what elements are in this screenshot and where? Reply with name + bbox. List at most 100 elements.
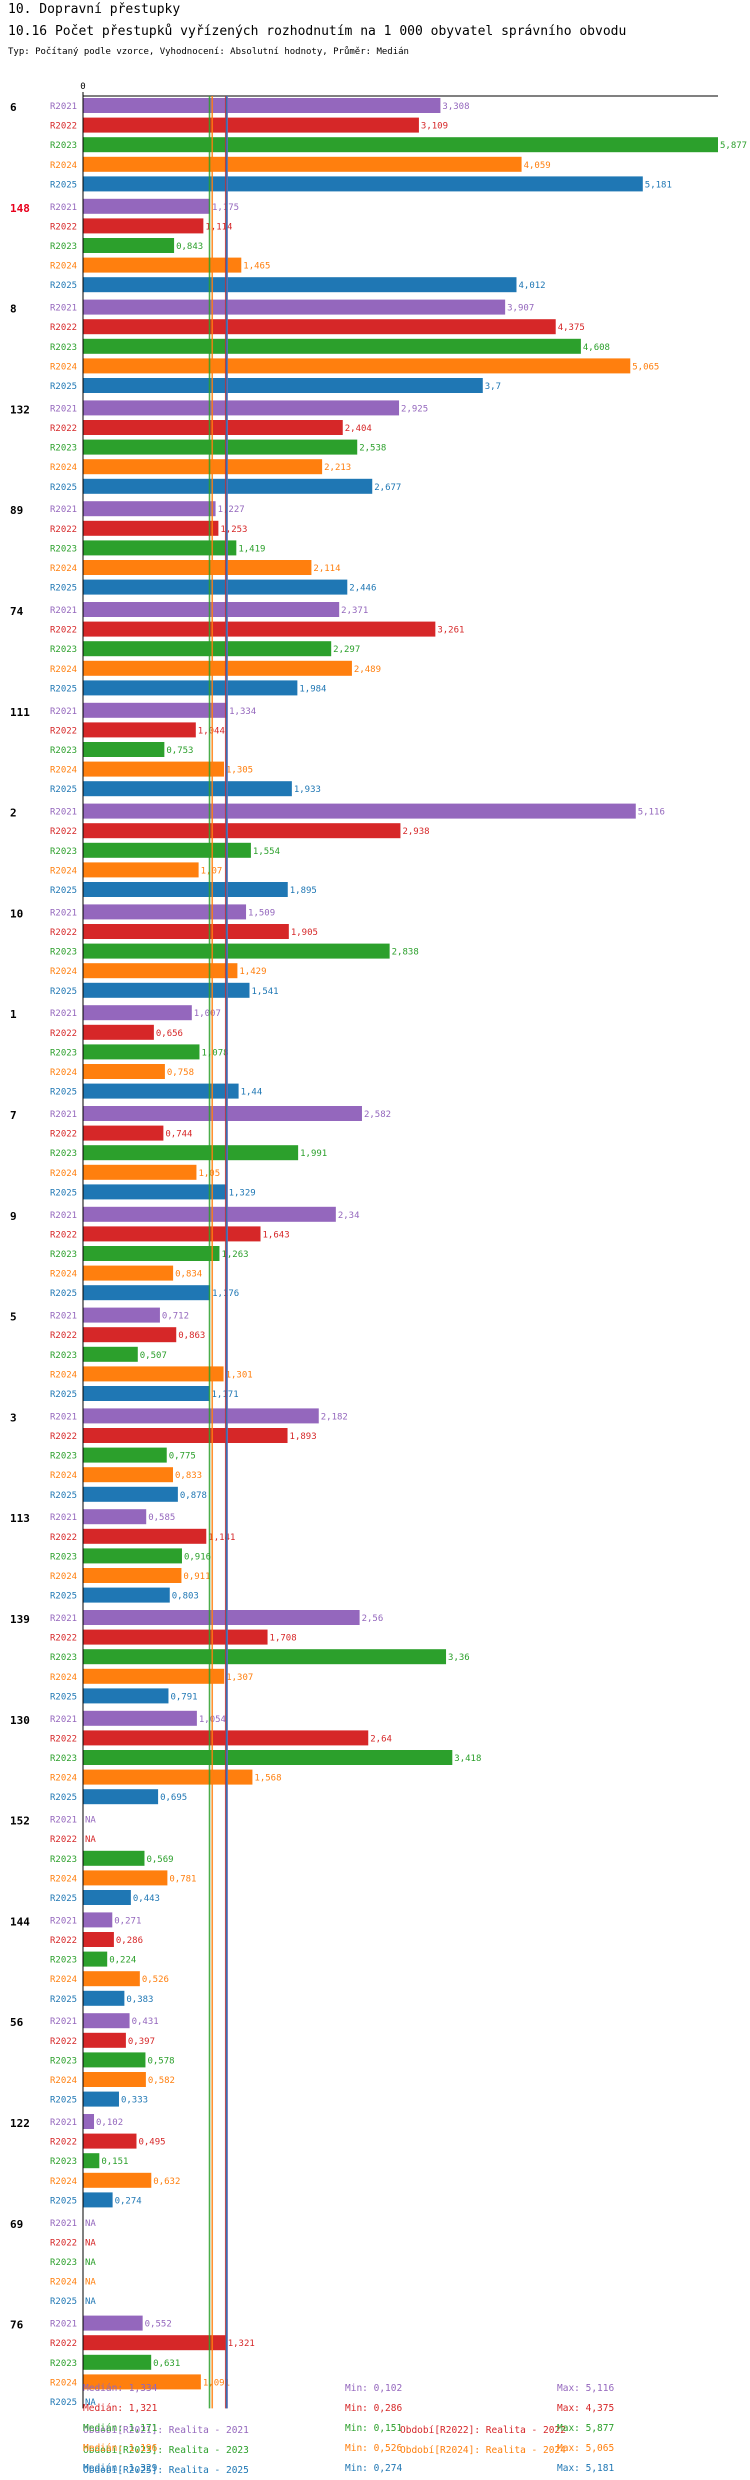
- group-label: 5: [10, 1311, 17, 1324]
- value-label: 3,308: [442, 102, 469, 112]
- value-label: 1,991: [300, 1149, 327, 1159]
- series-label: R2025: [50, 684, 77, 694]
- series-label: R2025: [50, 1894, 77, 1904]
- group-label: 130: [10, 1714, 30, 1727]
- value-label: 1,895: [290, 886, 317, 896]
- value-label: 4,059: [524, 161, 551, 171]
- value-label: 2,838: [392, 948, 419, 958]
- series-label: R2022: [50, 2238, 77, 2248]
- value-label: 2,677: [374, 483, 401, 493]
- bar: [83, 862, 199, 878]
- series-label: R2021: [50, 2017, 77, 2027]
- value-label: 0,753: [166, 746, 193, 756]
- value-label: 0,712: [162, 1312, 189, 1322]
- series-label: R2022: [50, 1835, 77, 1845]
- bar-chart: 0 6 R2021 3,308 R2022 3,109 R2023 5,877 R2024 4,0…: [10, 82, 747, 2409]
- value-label: 1,509: [248, 908, 275, 918]
- legend-item-r2021: Období[R2021]: Realita - 2021: [83, 2425, 249, 2436]
- series-label: R2021: [50, 203, 77, 213]
- value-label: 0,151: [101, 2157, 128, 2167]
- value-label: 4,012: [518, 281, 545, 291]
- series-label: R2022: [50, 1533, 77, 1543]
- series-label: R2024: [50, 665, 77, 675]
- bar: [83, 2153, 100, 2169]
- series-label: R2025: [50, 1995, 77, 2005]
- value-label: 2,34: [338, 1211, 360, 1221]
- series-label: R2024: [50, 1068, 77, 1078]
- bar: [83, 2052, 146, 2068]
- series-label: R2024: [50, 1572, 77, 1582]
- stat-median: Medián: 1,329: [83, 2463, 158, 2474]
- bar: [83, 257, 242, 273]
- series-label: R2023: [50, 948, 77, 958]
- series-label: R2023: [50, 1956, 77, 1966]
- series-label: R2021: [50, 1816, 77, 1826]
- series-label: R2023: [50, 343, 77, 353]
- value-label: NA: [85, 2219, 96, 2229]
- bar: [83, 137, 718, 153]
- bar: [83, 1890, 131, 1905]
- chart-subtitle: Typ: Počítaný podle vzorce, Vyhodnocení:…: [8, 47, 409, 57]
- value-label: 5,116: [638, 808, 665, 818]
- series-label: R2021: [50, 1009, 77, 1019]
- bar: [83, 520, 219, 536]
- value-label: 0,383: [126, 1995, 153, 2005]
- series-label: R2024: [50, 463, 77, 473]
- stat-row-r2022: Medián: 1,321 Min: 0,286 Max: 4,375: [0, 2403, 750, 2417]
- stat-min: Min: 0,274: [345, 2463, 403, 2474]
- value-label: 1,114: [205, 222, 232, 232]
- series-label: R2025: [50, 1491, 77, 1501]
- value-label: 3,36: [448, 1653, 470, 1663]
- series-label: R2022: [50, 626, 77, 636]
- series-label: R2021: [50, 1715, 77, 1725]
- stat-row-r2021: Medián: 1,334 Min: 0,102 Max: 5,116: [0, 2383, 750, 2397]
- value-label: 3,7: [485, 382, 501, 392]
- value-label: 0,526: [142, 1975, 169, 1985]
- value-label: 2,182: [321, 1412, 348, 1422]
- bar: [83, 540, 237, 556]
- value-label: NA: [85, 2297, 96, 2307]
- value-label: 0,333: [121, 2096, 148, 2106]
- value-label: 0,224: [109, 1956, 136, 1966]
- value-label: 3,261: [437, 626, 464, 636]
- bar: [83, 1912, 113, 1928]
- value-label: 4,375: [558, 323, 585, 333]
- bar: [83, 501, 216, 517]
- series-label: R2024: [50, 1169, 77, 1179]
- value-label: 2,56: [362, 1614, 384, 1624]
- group-label: 111: [10, 706, 30, 719]
- bar: [83, 963, 238, 979]
- series-label: R2024: [50, 2278, 77, 2288]
- bar: [83, 579, 348, 595]
- bar: [83, 602, 340, 617]
- bar: [83, 2315, 143, 2331]
- bar: [83, 1005, 192, 1021]
- series-label: R2023: [50, 1048, 77, 1058]
- value-label: 1,568: [254, 1774, 281, 1784]
- series-label: R2021: [50, 1110, 77, 1120]
- value-label: 0,102: [96, 2118, 123, 2128]
- bar: [83, 1366, 224, 1382]
- value-label: 2,371: [341, 606, 368, 616]
- value-label: 0,578: [147, 2056, 174, 2066]
- bar: [83, 1265, 174, 1281]
- series-label: R2023: [50, 141, 77, 151]
- series-label: R2023: [50, 1452, 77, 1462]
- value-label: 0,775: [169, 1452, 196, 1462]
- bar: [83, 2335, 226, 2351]
- stat-max: Max: 5,181: [557, 2463, 615, 2474]
- series-label: R2024: [50, 1975, 77, 1985]
- series-label: R2023: [50, 1351, 77, 1361]
- bar: [83, 621, 436, 637]
- series-label: R2025: [50, 886, 77, 896]
- bar: [83, 1688, 169, 1704]
- series-label: R2024: [50, 2177, 77, 2187]
- value-label: 1,044: [198, 726, 225, 736]
- bar: [83, 1951, 108, 1967]
- series-label: R2024: [50, 2378, 77, 2388]
- bar: [83, 2013, 130, 2029]
- series-label: R2021: [50, 1513, 77, 1523]
- series-label: R2023: [50, 2258, 77, 2268]
- value-label: 0,916: [184, 1552, 211, 1562]
- bar: [83, 660, 352, 676]
